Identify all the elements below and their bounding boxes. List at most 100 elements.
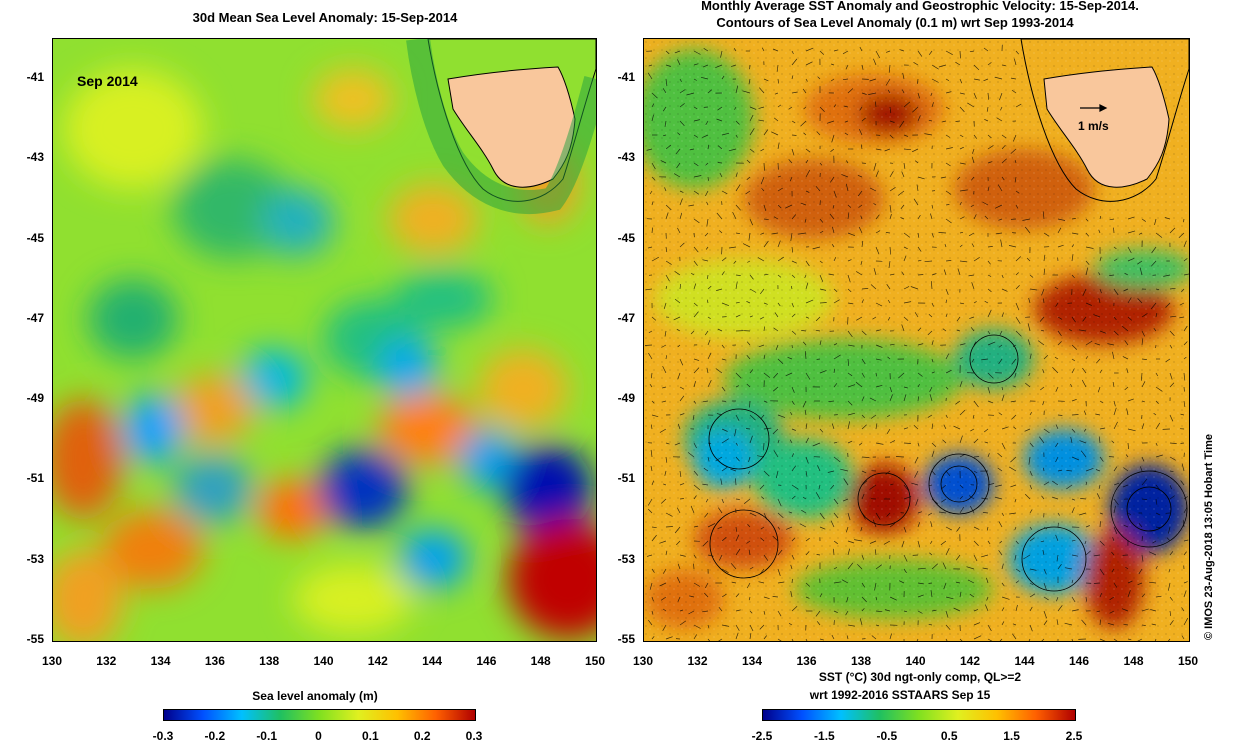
velocity-arrow [693, 78, 697, 81]
velocity-arrow [748, 78, 751, 85]
velocity-arrow [707, 523, 716, 528]
velocity-arrow [1085, 267, 1089, 276]
colorbar-tick-label: 0.3 [465, 729, 483, 743]
velocity-arrow [1029, 624, 1033, 632]
velocity-arrow [857, 174, 863, 178]
velocity-arrow [805, 282, 809, 290]
velocity-arrow [819, 162, 823, 166]
velocity-arrow [790, 590, 793, 598]
velocity-arrow [749, 148, 755, 153]
velocity-arrow [959, 484, 964, 489]
velocity-arrow [1183, 507, 1188, 514]
velocity-arrow [846, 596, 849, 603]
velocity-arrow [841, 174, 849, 178]
velocity-arrow [773, 450, 779, 458]
velocity-arrow [959, 134, 964, 138]
velocity-arrow [833, 104, 837, 108]
velocity-arrow [915, 498, 919, 506]
velocity-arrow [889, 483, 894, 486]
velocity-arrow [900, 204, 905, 210]
velocity-arrow [686, 92, 695, 96]
velocity-arrow [1182, 519, 1185, 528]
velocity-arrow [665, 274, 670, 282]
velocity-arrow [996, 117, 1003, 122]
velocity-arrow [648, 352, 653, 360]
velocity-arrow [833, 566, 838, 570]
velocity-arrow [777, 498, 782, 507]
x-tick-label: 138 [259, 654, 280, 668]
velocity-arrow [1122, 484, 1129, 488]
velocity-arrow [1179, 302, 1185, 306]
velocity-arrow [869, 78, 877, 82]
velocity-arrow [1180, 413, 1185, 416]
velocity-arrow [997, 184, 1003, 192]
velocity-arrow [716, 212, 723, 220]
velocity-arrow [889, 273, 895, 276]
velocity-arrow [1039, 436, 1045, 444]
velocity-arrow [1180, 480, 1185, 486]
velocity-arrow [743, 498, 751, 504]
velocity-arrow [982, 512, 989, 514]
velocity-arrow [1041, 495, 1045, 500]
velocity-arrow [1096, 493, 1101, 500]
velocity-arrow [1127, 442, 1129, 450]
velocity-arrow [749, 566, 754, 570]
velocity-arrow [748, 549, 751, 556]
velocity-arrow [1169, 414, 1174, 422]
velocity-arrow [791, 495, 796, 500]
velocity-arrow [945, 134, 951, 138]
velocity-arrow [1010, 484, 1017, 488]
velocity-arrow [1015, 316, 1021, 324]
velocity-arrow [693, 106, 698, 110]
velocity-arrow [732, 211, 737, 220]
velocity-arrow [903, 442, 911, 444]
velocity-arrow [651, 227, 653, 234]
velocity-arrow [663, 134, 667, 137]
velocity-arrow [972, 148, 975, 154]
velocity-arrow [929, 386, 933, 392]
velocity-arrow [749, 610, 753, 614]
velocity-arrow [1029, 537, 1035, 542]
velocity-arrow [1155, 422, 1161, 430]
velocity-arrow [1014, 159, 1017, 164]
velocity-arrow [707, 89, 713, 94]
velocity-arrow [917, 582, 924, 585]
velocity-arrow [773, 216, 779, 220]
velocity-arrow [791, 386, 795, 393]
velocity-arrow [1141, 423, 1145, 430]
velocity-arrow [819, 230, 824, 234]
velocity-arrow [700, 76, 709, 80]
velocity-arrow [987, 330, 991, 335]
velocity-arrow [1112, 381, 1115, 388]
velocity-arrow [959, 591, 962, 598]
velocity-arrow [955, 581, 961, 584]
velocity-arrow [1029, 484, 1033, 490]
velocity-arrow [1155, 454, 1163, 458]
velocity-arrow [1043, 467, 1045, 472]
velocity-arrow [761, 47, 765, 52]
velocity-arrow [663, 483, 667, 486]
velocity-arrow [1111, 568, 1115, 573]
velocity-arrow [955, 61, 961, 66]
velocity-arrow [1141, 624, 1146, 626]
velocity-arrow [819, 370, 827, 374]
velocity-arrow [942, 439, 947, 444]
velocity-arrow [742, 243, 751, 248]
velocity-arrow [1099, 456, 1104, 462]
velocity-arrow [870, 414, 877, 419]
velocity-arrow [1043, 620, 1048, 626]
velocity-arrow [1043, 268, 1046, 276]
velocity-arrow [791, 330, 797, 335]
velocity-arrow [677, 132, 681, 136]
velocity-arrow [983, 78, 989, 82]
velocity-arrow [1097, 386, 1101, 393]
velocity-arrow [1127, 257, 1135, 262]
velocity-arrow [721, 624, 730, 627]
velocity-arrow [986, 577, 989, 584]
velocity-arrow [735, 204, 741, 211]
velocity-arrow [777, 526, 781, 530]
velocity-arrow [805, 61, 813, 66]
velocity-arrow [704, 592, 709, 598]
velocity-arrow [1183, 258, 1188, 262]
velocity-arrow [1123, 623, 1129, 626]
